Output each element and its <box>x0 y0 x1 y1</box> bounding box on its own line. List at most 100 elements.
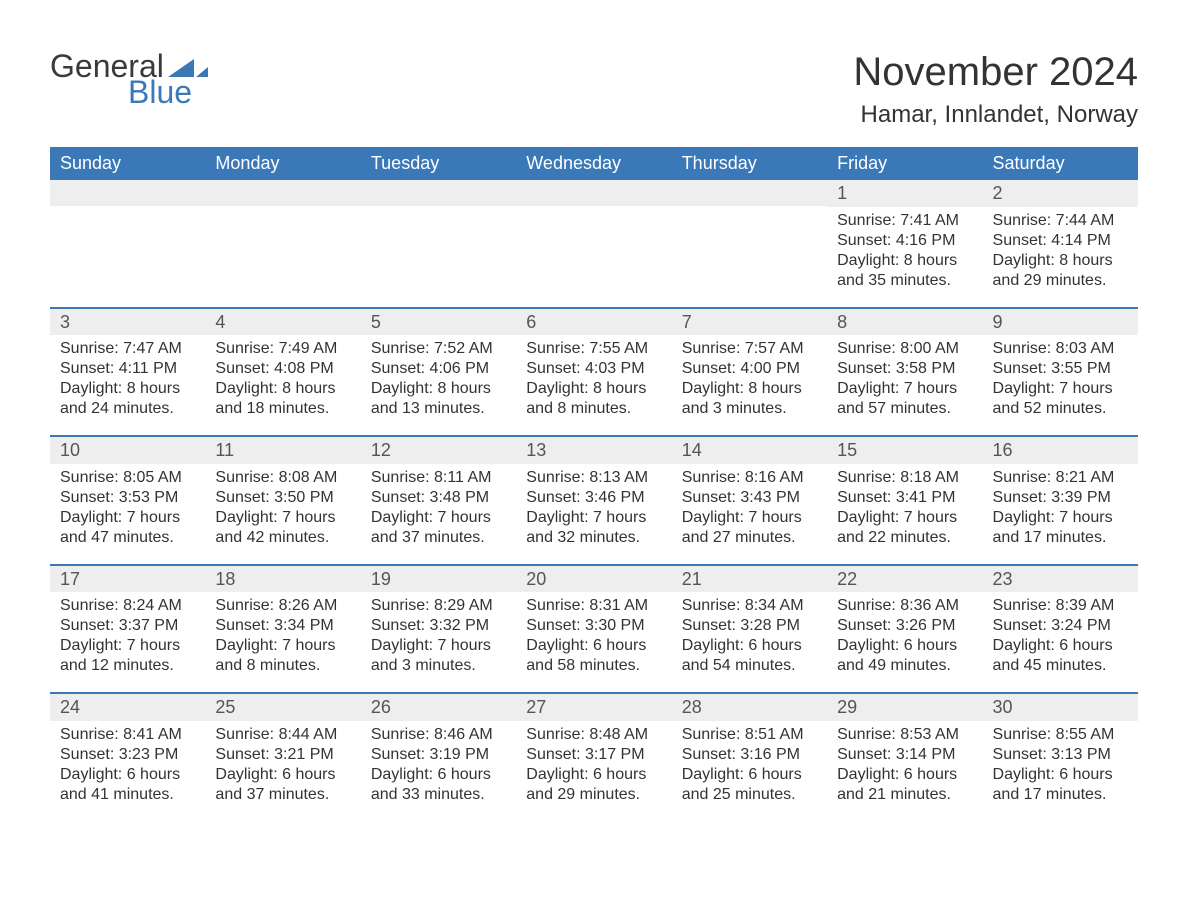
day-cell <box>516 180 671 297</box>
day-body: Sunrise: 8:53 AMSunset: 3:14 PMDaylight:… <box>827 721 982 811</box>
sunrise-line: Sunrise: 8:55 AM <box>993 725 1128 745</box>
week-row: 10Sunrise: 8:05 AMSunset: 3:53 PMDayligh… <box>50 435 1138 554</box>
empty-day <box>205 180 360 206</box>
day-body: Sunrise: 8:16 AMSunset: 3:43 PMDaylight:… <box>672 464 827 554</box>
daylight-line: Daylight: 6 hours and 54 minutes. <box>682 636 817 676</box>
daylight-line: Daylight: 7 hours and 32 minutes. <box>526 508 661 548</box>
sunset-line: Sunset: 3:34 PM <box>215 616 350 636</box>
sunset-line: Sunset: 4:14 PM <box>993 231 1128 251</box>
day-number: 12 <box>361 437 516 464</box>
sunset-line: Sunset: 3:28 PM <box>682 616 817 636</box>
day-body: Sunrise: 7:57 AMSunset: 4:00 PMDaylight:… <box>672 335 827 425</box>
day-cell: 20Sunrise: 8:31 AMSunset: 3:30 PMDayligh… <box>516 566 671 683</box>
empty-day <box>672 180 827 206</box>
daylight-line: Daylight: 8 hours and 18 minutes. <box>215 379 350 419</box>
sunrise-line: Sunrise: 8:11 AM <box>371 468 506 488</box>
day-cell <box>361 180 516 297</box>
sunrise-line: Sunrise: 8:36 AM <box>837 596 972 616</box>
daylight-line: Daylight: 7 hours and 8 minutes. <box>215 636 350 676</box>
sunset-line: Sunset: 4:03 PM <box>526 359 661 379</box>
sunset-line: Sunset: 4:06 PM <box>371 359 506 379</box>
sunset-line: Sunset: 3:39 PM <box>993 488 1128 508</box>
day-number: 15 <box>827 437 982 464</box>
day-body: Sunrise: 8:21 AMSunset: 3:39 PMDaylight:… <box>983 464 1138 554</box>
sunset-line: Sunset: 3:13 PM <box>993 745 1128 765</box>
sunrise-line: Sunrise: 8:48 AM <box>526 725 661 745</box>
day-header-saturday: Saturday <box>983 147 1138 180</box>
sunset-line: Sunset: 3:55 PM <box>993 359 1128 379</box>
day-cell <box>205 180 360 297</box>
sunrise-line: Sunrise: 7:41 AM <box>837 211 972 231</box>
day-number: 25 <box>205 694 360 721</box>
daylight-line: Daylight: 7 hours and 37 minutes. <box>371 508 506 548</box>
empty-day <box>50 180 205 206</box>
sunrise-line: Sunrise: 8:08 AM <box>215 468 350 488</box>
sunset-line: Sunset: 3:14 PM <box>837 745 972 765</box>
sunrise-line: Sunrise: 7:52 AM <box>371 339 506 359</box>
day-body: Sunrise: 8:36 AMSunset: 3:26 PMDaylight:… <box>827 592 982 682</box>
sunrise-line: Sunrise: 7:47 AM <box>60 339 195 359</box>
sunrise-line: Sunrise: 8:41 AM <box>60 725 195 745</box>
day-body: Sunrise: 8:13 AMSunset: 3:46 PMDaylight:… <box>516 464 671 554</box>
sunrise-line: Sunrise: 8:21 AM <box>993 468 1128 488</box>
day-body: Sunrise: 8:03 AMSunset: 3:55 PMDaylight:… <box>983 335 1138 425</box>
day-cell: 5Sunrise: 7:52 AMSunset: 4:06 PMDaylight… <box>361 309 516 426</box>
day-cell: 27Sunrise: 8:48 AMSunset: 3:17 PMDayligh… <box>516 694 671 811</box>
daylight-line: Daylight: 6 hours and 58 minutes. <box>526 636 661 676</box>
sunrise-line: Sunrise: 7:44 AM <box>993 211 1128 231</box>
week-row: 3Sunrise: 7:47 AMSunset: 4:11 PMDaylight… <box>50 307 1138 426</box>
sunset-line: Sunset: 4:11 PM <box>60 359 195 379</box>
daylight-line: Daylight: 8 hours and 29 minutes. <box>993 251 1128 291</box>
day-number: 10 <box>50 437 205 464</box>
day-cell: 29Sunrise: 8:53 AMSunset: 3:14 PMDayligh… <box>827 694 982 811</box>
day-body: Sunrise: 8:08 AMSunset: 3:50 PMDaylight:… <box>205 464 360 554</box>
day-header-row: SundayMondayTuesdayWednesdayThursdayFrid… <box>50 147 1138 180</box>
day-body: Sunrise: 7:49 AMSunset: 4:08 PMDaylight:… <box>205 335 360 425</box>
day-cell: 12Sunrise: 8:11 AMSunset: 3:48 PMDayligh… <box>361 437 516 554</box>
daylight-line: Daylight: 7 hours and 12 minutes. <box>60 636 195 676</box>
sunset-line: Sunset: 3:23 PM <box>60 745 195 765</box>
sunrise-line: Sunrise: 8:05 AM <box>60 468 195 488</box>
day-number: 9 <box>983 309 1138 336</box>
day-cell: 15Sunrise: 8:18 AMSunset: 3:41 PMDayligh… <box>827 437 982 554</box>
daylight-line: Daylight: 6 hours and 41 minutes. <box>60 765 195 805</box>
daylight-line: Daylight: 7 hours and 57 minutes. <box>837 379 972 419</box>
day-cell: 24Sunrise: 8:41 AMSunset: 3:23 PMDayligh… <box>50 694 205 811</box>
day-number: 14 <box>672 437 827 464</box>
day-number: 28 <box>672 694 827 721</box>
calendar: SundayMondayTuesdayWednesdayThursdayFrid… <box>50 147 1138 811</box>
day-number: 17 <box>50 566 205 593</box>
day-body: Sunrise: 7:55 AMSunset: 4:03 PMDaylight:… <box>516 335 671 425</box>
day-body: Sunrise: 7:41 AMSunset: 4:16 PMDaylight:… <box>827 207 982 297</box>
day-cell: 1Sunrise: 7:41 AMSunset: 4:16 PMDaylight… <box>827 180 982 297</box>
day-number: 19 <box>361 566 516 593</box>
daylight-line: Daylight: 6 hours and 21 minutes. <box>837 765 972 805</box>
day-number: 11 <box>205 437 360 464</box>
daylight-line: Daylight: 8 hours and 24 minutes. <box>60 379 195 419</box>
daylight-line: Daylight: 8 hours and 13 minutes. <box>371 379 506 419</box>
day-cell: 3Sunrise: 7:47 AMSunset: 4:11 PMDaylight… <box>50 309 205 426</box>
daylight-line: Daylight: 8 hours and 8 minutes. <box>526 379 661 419</box>
sunset-line: Sunset: 4:08 PM <box>215 359 350 379</box>
daylight-line: Daylight: 6 hours and 37 minutes. <box>215 765 350 805</box>
sunrise-line: Sunrise: 7:57 AM <box>682 339 817 359</box>
day-cell: 25Sunrise: 8:44 AMSunset: 3:21 PMDayligh… <box>205 694 360 811</box>
header: General Blue November 2024 Hamar, Innlan… <box>50 50 1138 129</box>
day-cell: 30 Sunrise: 8:55 AMSunset: 3:13 PMDayligh… <box>983 694 1138 811</box>
sunrise-line: Sunrise: 8:13 AM <box>526 468 661 488</box>
day-body: Sunrise: 8:48 AMSunset: 3:17 PMDaylight:… <box>516 721 671 811</box>
day-header-monday: Monday <box>205 147 360 180</box>
day-header-wednesday: Wednesday <box>516 147 671 180</box>
day-number: 30 <box>983 694 1138 721</box>
sunrise-line: Sunrise: 8:26 AM <box>215 596 350 616</box>
daylight-line: Daylight: 7 hours and 47 minutes. <box>60 508 195 548</box>
sunset-line: Sunset: 3:32 PM <box>371 616 506 636</box>
week-row: 24Sunrise: 8:41 AMSunset: 3:23 PMDayligh… <box>50 692 1138 811</box>
location: Hamar, Innlandet, Norway <box>853 101 1138 129</box>
day-header-tuesday: Tuesday <box>361 147 516 180</box>
day-body: Sunrise: 8:41 AMSunset: 3:23 PMDaylight:… <box>50 721 205 811</box>
day-cell: 11Sunrise: 8:08 AMSunset: 3:50 PMDayligh… <box>205 437 360 554</box>
day-cell: 16Sunrise: 8:21 AMSunset: 3:39 PMDayligh… <box>983 437 1138 554</box>
empty-day <box>516 180 671 206</box>
daylight-line: Daylight: 6 hours and 17 minutes. <box>993 765 1128 805</box>
